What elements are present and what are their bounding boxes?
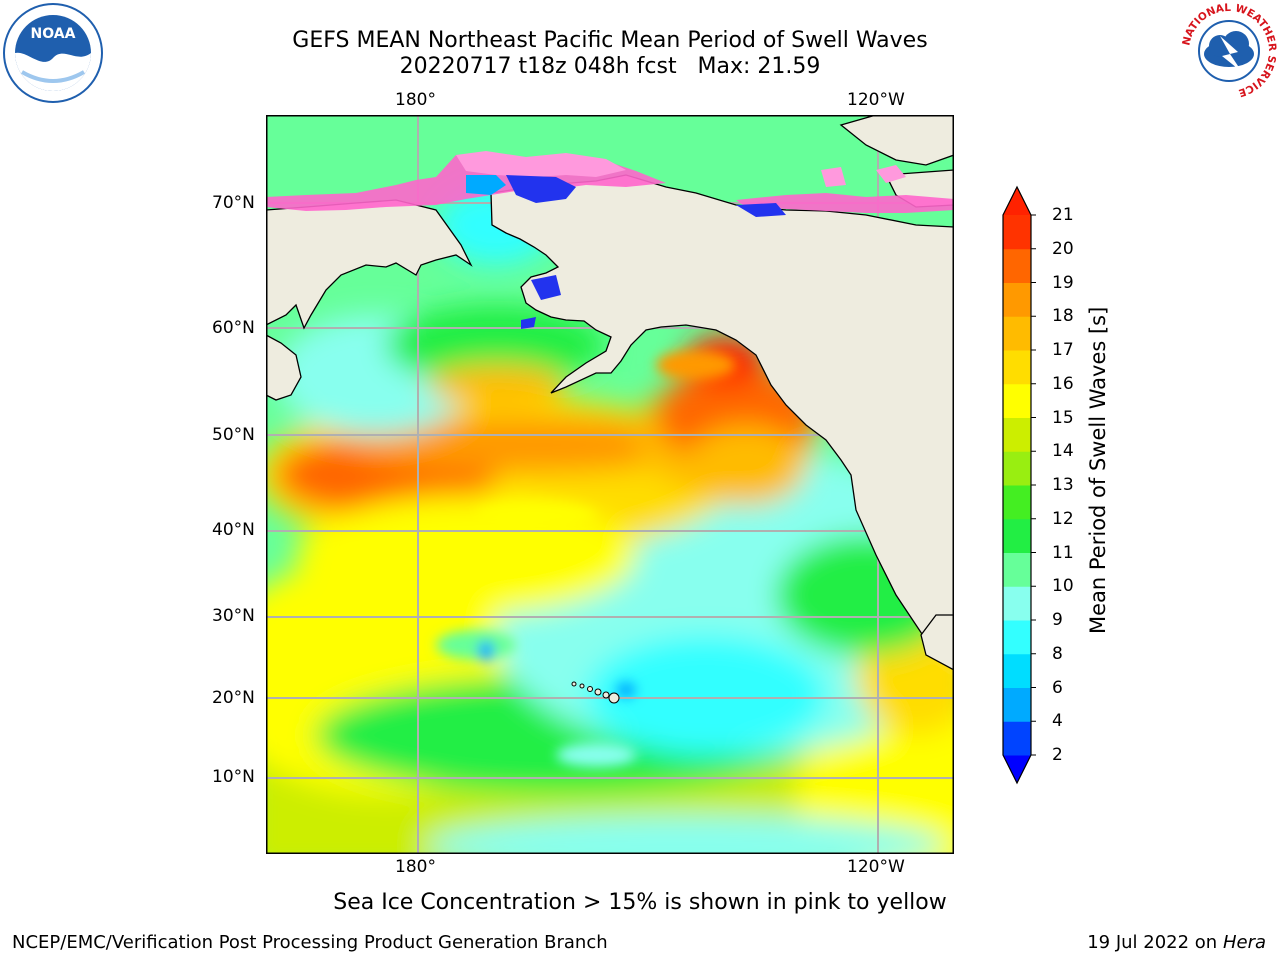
colorbar-tick-label: 9 bbox=[1052, 610, 1063, 630]
colorbar-tick-label: 19 bbox=[1052, 272, 1074, 293]
map-frame bbox=[266, 115, 954, 854]
footer-date: 19 Jul 2022 on bbox=[1087, 932, 1223, 953]
colorbar-band bbox=[1003, 316, 1031, 351]
colorbar-tick-label: 14 bbox=[1052, 441, 1074, 462]
lat-label-30n: 30°N bbox=[212, 606, 255, 626]
map-panel bbox=[266, 115, 954, 854]
colorbar-tick-label: 16 bbox=[1052, 373, 1074, 394]
sea-ice bbox=[266, 151, 954, 329]
colorbar-band bbox=[1003, 586, 1031, 621]
noaa-logo-text: NOAA bbox=[31, 26, 76, 42]
lon-label-top-180: 180° bbox=[395, 90, 436, 110]
footer-right: 19 Jul 2022 on Hera bbox=[1087, 932, 1266, 953]
colorbar-tick-label: 18 bbox=[1052, 306, 1074, 327]
lat-label-40n: 40°N bbox=[212, 520, 255, 540]
footer-left: NCEP/EMC/Verification Post Processing Pr… bbox=[12, 932, 608, 953]
lon-label-top-120w: 120°W bbox=[847, 90, 905, 110]
colorbar-title: Mean Period of Swell Waves [s] bbox=[1086, 306, 1110, 634]
footer-host: Hera bbox=[1222, 932, 1266, 953]
colorbar-tick-label: 10 bbox=[1052, 576, 1074, 597]
chart-title-line1: GEFS MEAN Northeast Pacific Mean Period … bbox=[292, 28, 928, 53]
swell-period-map bbox=[266, 115, 954, 854]
colorbar-tick-label: 17 bbox=[1052, 340, 1074, 360]
colorbar-over-triangle bbox=[1003, 187, 1031, 215]
colorbar-band bbox=[1003, 518, 1031, 553]
colorbar-band bbox=[1003, 721, 1031, 756]
colorbar-band bbox=[1003, 350, 1031, 385]
colorbar-tick-label: 13 bbox=[1052, 475, 1074, 495]
colorbar-band bbox=[1003, 248, 1031, 283]
colorbar-band bbox=[1003, 485, 1031, 520]
colorbar-under-triangle bbox=[1003, 755, 1031, 783]
lat-label-60n: 60°N bbox=[212, 318, 255, 338]
colorbar-band bbox=[1003, 687, 1031, 722]
colorbar-tick-label: 15 bbox=[1052, 407, 1074, 428]
lon-label-bottom-180: 180° bbox=[395, 857, 436, 877]
colorbar-band bbox=[1003, 451, 1031, 486]
colorbar-tick-label: 6 bbox=[1052, 677, 1063, 698]
colorbar-tick-label: 2 bbox=[1052, 745, 1063, 765]
lat-label-70n: 70°N bbox=[212, 193, 255, 213]
sea-ice-caption: Sea Ice Concentration > 15% is shown in … bbox=[333, 890, 947, 915]
colorbar-tick-labels: 2 4 6 8 9 10 11 12 13 14 15 16 17 18 19 20 21 bbox=[1050, 185, 1090, 785]
colorbar-band bbox=[1003, 215, 1031, 250]
lat-label-10n: 10°N bbox=[212, 767, 255, 787]
noaa-logo: NOAA bbox=[2, 2, 104, 104]
chart-title-line2: 20220717 t18z 048h fcst Max: 21.59 bbox=[399, 54, 821, 79]
colorbar-band bbox=[1003, 417, 1031, 452]
colorbar-band bbox=[1003, 653, 1031, 688]
colorbar-tick-label: 12 bbox=[1052, 508, 1074, 529]
lon-label-bottom-120w: 120°W bbox=[847, 857, 905, 877]
colorbar-band bbox=[1003, 383, 1031, 418]
lat-label-20n: 20°N bbox=[212, 688, 255, 708]
colorbar-swatches bbox=[1002, 185, 1036, 785]
colorbar-band bbox=[1003, 282, 1031, 317]
nws-logo: NATIONAL WEATHER SERVICE bbox=[1180, 2, 1278, 100]
hawaii bbox=[571, 681, 620, 704]
colorbar-tick-label: 4 bbox=[1052, 711, 1063, 732]
colorbar-tick-label: 11 bbox=[1052, 542, 1074, 563]
colorbar-tick-label: 8 bbox=[1052, 643, 1063, 664]
colorbar bbox=[995, 185, 1045, 785]
colorbar-band bbox=[1003, 620, 1031, 655]
colorbar-tick-label: 20 bbox=[1052, 238, 1074, 259]
lat-label-50n: 50°N bbox=[212, 425, 255, 445]
colorbar-band bbox=[1003, 552, 1031, 587]
colorbar-tick-label: 21 bbox=[1052, 205, 1074, 225]
